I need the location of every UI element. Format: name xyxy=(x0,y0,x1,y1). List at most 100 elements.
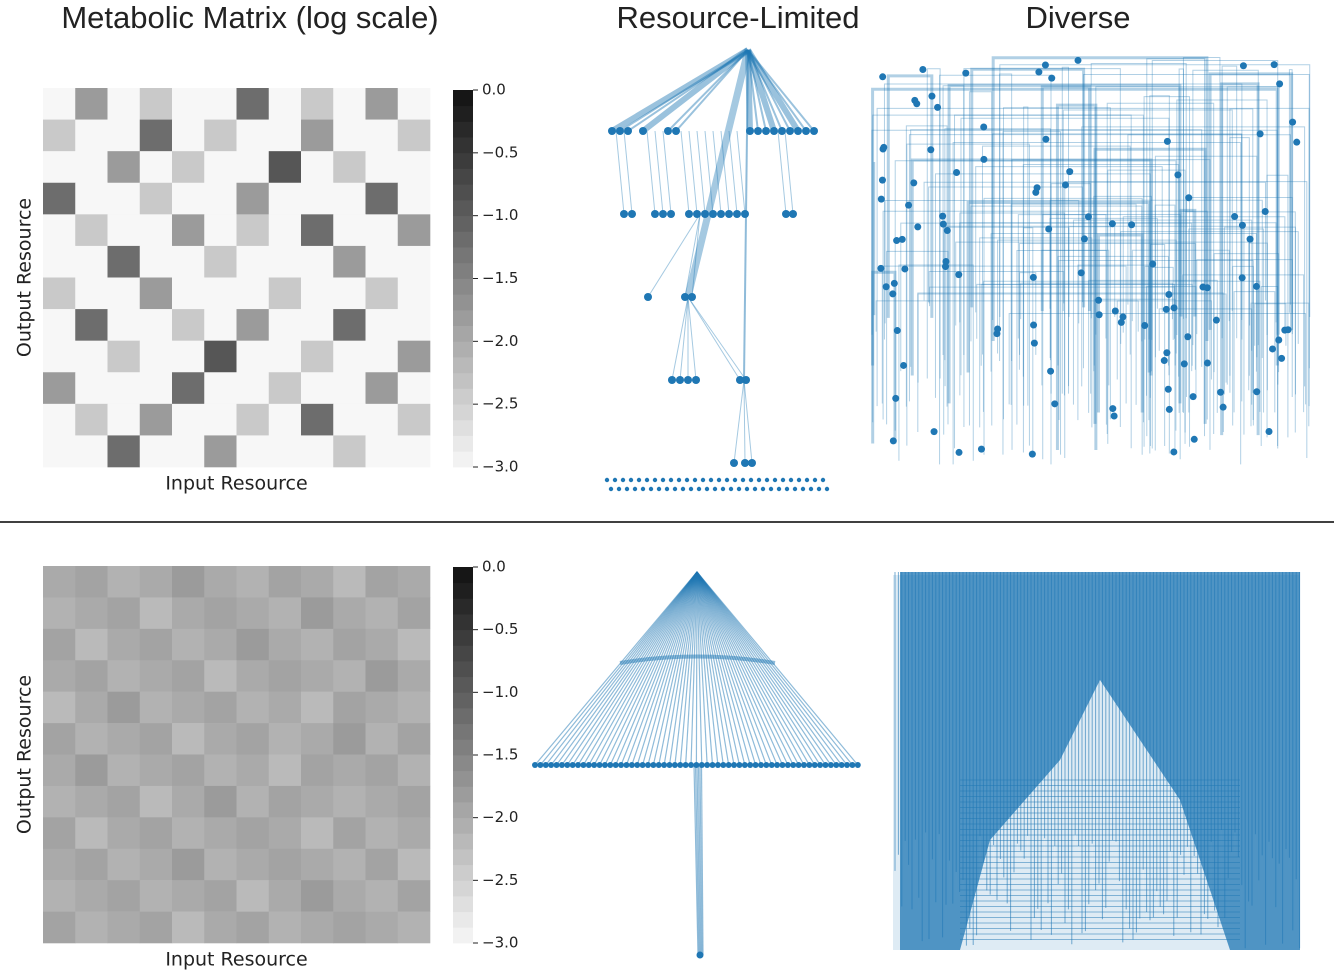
graph-node xyxy=(659,210,667,218)
heatmap-cell xyxy=(107,340,141,373)
graph-node xyxy=(849,762,856,768)
graph-edge xyxy=(1081,126,1306,387)
graph-node xyxy=(953,168,961,176)
graph-node xyxy=(768,762,775,768)
colorbar-step xyxy=(453,184,473,201)
graph-node xyxy=(898,235,906,243)
graph-edge xyxy=(696,571,800,766)
heatmap-cell xyxy=(333,817,366,850)
graph-node xyxy=(741,762,748,768)
graph-edge xyxy=(663,571,698,766)
graph-node xyxy=(1163,349,1171,357)
colorbar-step xyxy=(453,582,473,599)
graph-edge xyxy=(898,264,974,461)
graph-node xyxy=(802,127,810,135)
graph-node xyxy=(1032,188,1040,196)
heatmap-cell xyxy=(333,628,366,661)
graph-node xyxy=(1174,171,1182,179)
colorbar-tick-label: −0.5 xyxy=(482,143,518,161)
heatmap-cell xyxy=(107,566,141,598)
graph-edge xyxy=(944,226,1070,387)
graph-node xyxy=(780,477,786,483)
heatmap-cell xyxy=(139,911,173,944)
heatmap-cell xyxy=(397,848,431,881)
heatmap-cell xyxy=(75,403,108,436)
graph-node xyxy=(693,762,700,768)
heatmap-cell xyxy=(75,911,108,944)
graph-edge xyxy=(1154,155,1258,358)
heatmap-cell xyxy=(139,880,173,912)
colorbar-step xyxy=(453,325,473,342)
heatmap-cell xyxy=(236,566,270,598)
graph-edge xyxy=(728,130,738,215)
graph-node xyxy=(877,264,885,272)
graph-node xyxy=(939,212,947,220)
graph-node xyxy=(612,477,618,483)
heatmap-cell xyxy=(236,723,270,755)
heatmap-cell xyxy=(333,880,366,912)
graph-node xyxy=(772,477,778,483)
graph-edge xyxy=(1229,108,1254,393)
graph-edge xyxy=(693,764,699,956)
heatmap-cell xyxy=(333,340,366,373)
graph-edge xyxy=(691,213,701,298)
graph-node xyxy=(748,477,754,483)
heatmap-cell xyxy=(107,88,141,120)
colorbar-step xyxy=(453,911,473,928)
graph-node xyxy=(1095,311,1103,319)
heatmap-cell xyxy=(139,723,173,755)
heatmap-cell xyxy=(139,691,173,724)
graph-node xyxy=(980,123,988,131)
heatmap-cell xyxy=(397,214,431,247)
graph-node xyxy=(704,486,710,492)
graph-node xyxy=(736,486,742,492)
graph-node xyxy=(1035,68,1043,76)
heatmap-cell xyxy=(172,435,205,468)
graph-node xyxy=(644,477,650,483)
graph-node xyxy=(942,263,950,271)
colorbar-tick-label: −1.5 xyxy=(482,269,518,287)
heatmap-cell xyxy=(365,691,399,724)
graph-node xyxy=(681,293,689,301)
heatmap-cell xyxy=(268,435,302,468)
graph-edge xyxy=(662,130,672,215)
graph-node xyxy=(930,428,938,436)
graph-node xyxy=(1042,135,1050,143)
graph-node xyxy=(672,127,680,135)
graph-node xyxy=(893,237,901,245)
heatmap-cell xyxy=(139,435,173,468)
graph-node xyxy=(744,486,750,492)
graph-edge xyxy=(1146,286,1197,396)
heatmap-cell xyxy=(333,119,366,152)
colorbar-step xyxy=(453,598,473,615)
graph-node xyxy=(789,210,797,218)
graph-edge xyxy=(696,571,773,766)
graph-edge xyxy=(687,296,747,381)
graph-edge xyxy=(696,130,706,215)
graph-edge xyxy=(982,280,1261,412)
graph-edge xyxy=(1149,95,1170,454)
heatmap-cell xyxy=(397,88,431,120)
heatmap-cell xyxy=(365,785,399,818)
graph-node xyxy=(725,762,732,768)
colorbar-step xyxy=(453,880,473,897)
heatmap-cell xyxy=(365,566,399,598)
graph-edge xyxy=(979,237,1093,428)
graph-node xyxy=(795,762,802,768)
graph-node xyxy=(878,176,886,184)
heatmap-cell xyxy=(268,785,302,818)
graph-edge xyxy=(696,571,735,766)
graph-edge xyxy=(696,571,821,766)
graph-node xyxy=(817,762,824,768)
heatmap-cell xyxy=(236,182,270,215)
graph-edge xyxy=(696,571,714,766)
colorbar-tick-label: −2.0 xyxy=(482,808,518,826)
heatmap-cell xyxy=(204,628,237,661)
heatmap-cell xyxy=(75,182,108,215)
graph-edge xyxy=(1068,226,1116,317)
heatmap-cell xyxy=(172,88,205,120)
graph-node xyxy=(660,477,666,483)
heatmap-cell xyxy=(43,566,76,598)
graph-node xyxy=(1030,321,1038,329)
